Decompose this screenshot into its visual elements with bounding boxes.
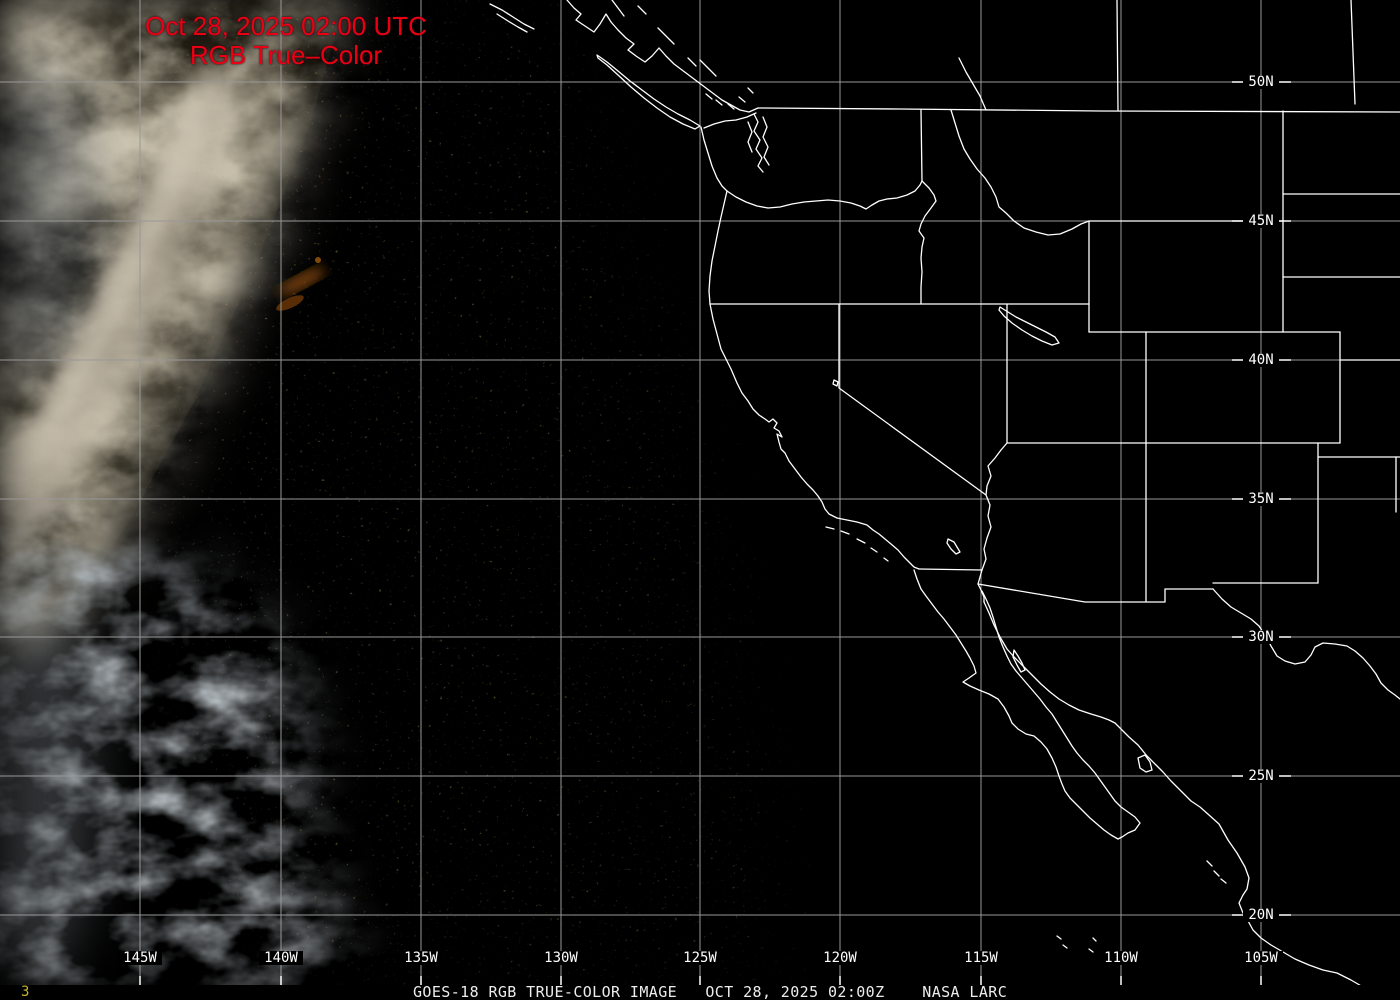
saskatchewan-manitoba-border	[1350, 0, 1356, 105]
lat-label: 30N	[1243, 630, 1279, 644]
alberta-saskatchewan-border	[1116, 0, 1119, 111]
bc-offshore-islands	[489, 3, 535, 33]
lon-label: 125W	[678, 951, 722, 965]
oregon-coast	[708, 190, 728, 305]
lon-label: 115W	[959, 951, 1003, 965]
vancouver-island	[596, 54, 701, 130]
lon-label: 145W	[118, 951, 162, 965]
image-caption: GOES-18 RGB TRUE-COLOR IMAGE OCT 28, 202…	[413, 983, 1008, 1000]
lon-label: 110W	[1099, 951, 1143, 965]
lon-label: 135W	[399, 951, 443, 965]
lon-label: 120W	[818, 951, 862, 965]
lon-label: 105W	[1239, 951, 1283, 965]
sunset-orange-glints	[276, 257, 326, 311]
idaho-montana-border	[950, 109, 1090, 236]
gulf-islands	[705, 87, 754, 110]
columbia-river-border	[726, 180, 923, 210]
lake-tahoe	[832, 379, 839, 387]
lat-label: 50N	[1243, 75, 1279, 89]
title-line-datetime: Oct 28, 2025 02:00 UTC	[145, 11, 427, 41]
bc-fjords	[611, 0, 717, 77]
lat-label: 40N	[1243, 353, 1279, 367]
great-salt-lake	[998, 306, 1060, 346]
baja-west-coast	[913, 569, 1119, 840]
lat-label: 35N	[1243, 492, 1279, 506]
california-mexico-border	[918, 568, 983, 571]
frame-number: 3	[21, 984, 30, 1000]
lat-label: 25N	[1243, 769, 1279, 783]
baja-east-coast	[981, 590, 1141, 840]
bc-mainland-coast	[566, 0, 759, 113]
sonora-sinaloa-coast	[983, 601, 1382, 1000]
angel-de-la-guarda-island	[1012, 649, 1026, 673]
map-outlines	[489, 0, 1400, 1000]
bc-alberta-border	[958, 57, 987, 111]
lat-label: 20N	[1243, 908, 1279, 922]
california-coast	[709, 303, 920, 570]
arizona-sonora-border	[977, 583, 1214, 603]
channel-islands	[825, 526, 889, 562]
puget-sound	[747, 113, 770, 173]
caption-strip	[0, 985, 1400, 1000]
washington-coast	[700, 126, 728, 192]
lon-label: 140W	[259, 951, 303, 965]
oregon-idaho-snake-river	[918, 180, 937, 305]
california-nevada-border	[838, 303, 987, 496]
axis-ticks	[139, 81, 1291, 985]
lat-label-dashes	[1232, 81, 1291, 916]
lat-label: 45N	[1243, 214, 1279, 228]
rio-grande-border	[1212, 588, 1400, 700]
salton-sea	[946, 538, 961, 555]
washington-idaho-border	[920, 109, 923, 182]
timestamp-title: Oct 28, 2025 02:00 UTC RGB True–Color	[128, 12, 444, 70]
title-line-product: RGB True–Color	[189, 40, 383, 70]
pacific-islets	[1056, 860, 1227, 953]
juan-de-fuca-shore	[703, 112, 757, 129]
us-canada-border	[757, 107, 1400, 113]
tiburon-island	[1137, 754, 1153, 773]
lon-label: 130W	[539, 951, 583, 965]
